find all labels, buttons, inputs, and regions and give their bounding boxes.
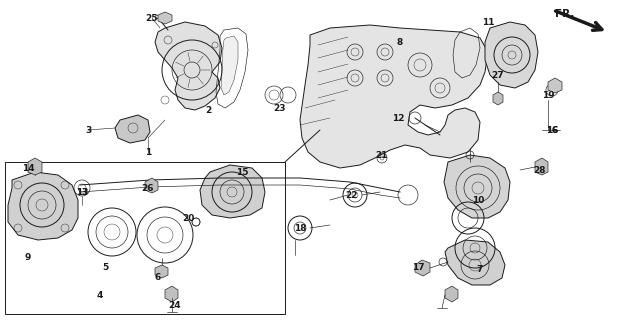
Text: 9: 9 [25, 253, 31, 262]
Polygon shape [158, 12, 172, 24]
Text: 4: 4 [97, 291, 103, 300]
Text: 6: 6 [155, 274, 161, 283]
Text: 15: 15 [236, 167, 248, 177]
Text: 11: 11 [482, 18, 494, 27]
Polygon shape [548, 78, 562, 93]
Text: 13: 13 [76, 188, 88, 196]
Polygon shape [493, 92, 503, 105]
Polygon shape [444, 155, 510, 218]
Polygon shape [28, 158, 42, 175]
Polygon shape [155, 22, 222, 110]
Text: 27: 27 [492, 70, 504, 79]
Text: 17: 17 [412, 263, 424, 273]
Text: 28: 28 [534, 165, 546, 174]
Polygon shape [445, 286, 458, 302]
Text: 5: 5 [102, 263, 108, 273]
Text: 20: 20 [182, 213, 194, 222]
Polygon shape [415, 260, 430, 276]
Polygon shape [155, 265, 168, 278]
Text: 1: 1 [145, 148, 151, 156]
Text: 19: 19 [542, 91, 554, 100]
Text: 16: 16 [546, 125, 558, 134]
Text: 26: 26 [142, 183, 154, 193]
Text: 16: 16 [546, 125, 558, 134]
Bar [5, 162, 285, 314]
Text: 14: 14 [22, 164, 34, 172]
Polygon shape [535, 158, 548, 175]
Text: 12: 12 [392, 114, 404, 123]
Text: 2: 2 [205, 106, 211, 115]
Polygon shape [8, 172, 78, 240]
Text: 7: 7 [477, 266, 483, 275]
Polygon shape [221, 36, 238, 95]
Text: FR.: FR. [555, 9, 574, 19]
Polygon shape [145, 178, 158, 193]
Polygon shape [115, 115, 150, 143]
Polygon shape [300, 25, 488, 168]
Polygon shape [445, 240, 505, 285]
Polygon shape [485, 22, 538, 88]
Text: 13: 13 [76, 188, 88, 196]
Text: 10: 10 [472, 196, 484, 204]
Text: 21: 21 [376, 150, 388, 159]
Text: 3: 3 [85, 125, 91, 134]
Text: 25: 25 [146, 13, 158, 22]
Polygon shape [165, 286, 178, 302]
Polygon shape [200, 165, 265, 218]
Text: 18: 18 [294, 223, 306, 233]
Text: 23: 23 [274, 103, 286, 113]
Text: 24: 24 [169, 300, 181, 309]
Text: 8: 8 [397, 37, 403, 46]
Text: 22: 22 [346, 190, 358, 199]
